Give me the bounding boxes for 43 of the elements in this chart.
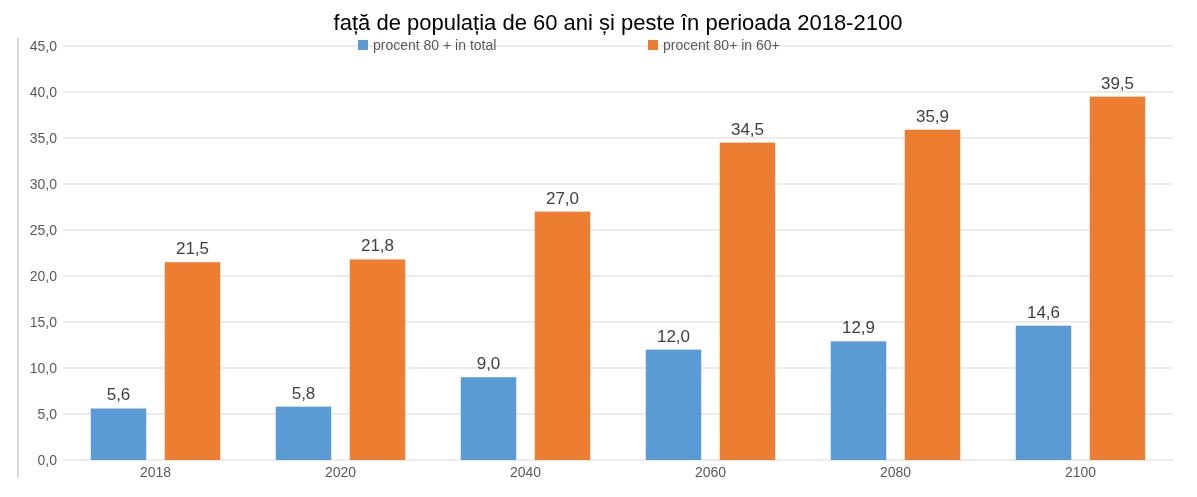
data-label: 5,8: [291, 383, 316, 403]
data-label: 39,5: [1100, 73, 1135, 93]
bar: [275, 406, 332, 460]
data-label: 35,9: [915, 106, 950, 126]
y-tick-label: 0,0: [37, 452, 58, 468]
y-tick-label: 5,0: [37, 406, 58, 422]
data-label: 27,0: [545, 188, 580, 208]
data-label: 14,6: [1026, 302, 1061, 322]
bar: [1015, 325, 1072, 460]
x-tick-label: 2100: [1064, 464, 1097, 480]
bar: [534, 211, 591, 460]
y-tick-label: 40,0: [29, 84, 58, 100]
data-label: 9,0: [476, 354, 501, 374]
legend-label: procent 80+ in 60+: [663, 37, 780, 53]
data-label: 5,6: [106, 385, 131, 405]
data-label: 34,5: [730, 119, 765, 139]
x-tick-label: 2040: [509, 464, 542, 480]
x-tick-label: 2020: [324, 464, 357, 480]
y-tick-label: 20,0: [29, 268, 58, 284]
data-label: 12,9: [841, 318, 876, 338]
x-tick-label: 2018: [139, 464, 172, 480]
bar: [904, 129, 961, 460]
x-tick-label: 2080: [879, 464, 912, 480]
x-tick-label: 2060: [694, 464, 727, 480]
y-tick-label: 35,0: [29, 130, 58, 146]
bar: [1089, 96, 1146, 460]
bar: [90, 408, 147, 460]
y-tick-label: 15,0: [29, 314, 58, 330]
y-tick-label: 45,0: [29, 38, 58, 54]
chart-title: față de populația de 60 ani și peste în perioada 2018-2100: [333, 10, 903, 35]
data-label: 21,8: [360, 236, 395, 256]
bar: [460, 377, 517, 460]
bar: [645, 349, 702, 460]
y-tick-label: 10,0: [29, 360, 58, 376]
data-label: 12,0: [656, 326, 691, 346]
data-label: 21,5: [175, 239, 210, 259]
bar: [719, 142, 776, 460]
y-tick-label: 30,0: [29, 176, 58, 192]
bar: [830, 341, 887, 460]
bar: [164, 262, 221, 460]
legend-label: procent 80 + in total: [373, 37, 497, 53]
bar: [349, 259, 406, 460]
y-tick-label: 25,0: [29, 222, 58, 238]
